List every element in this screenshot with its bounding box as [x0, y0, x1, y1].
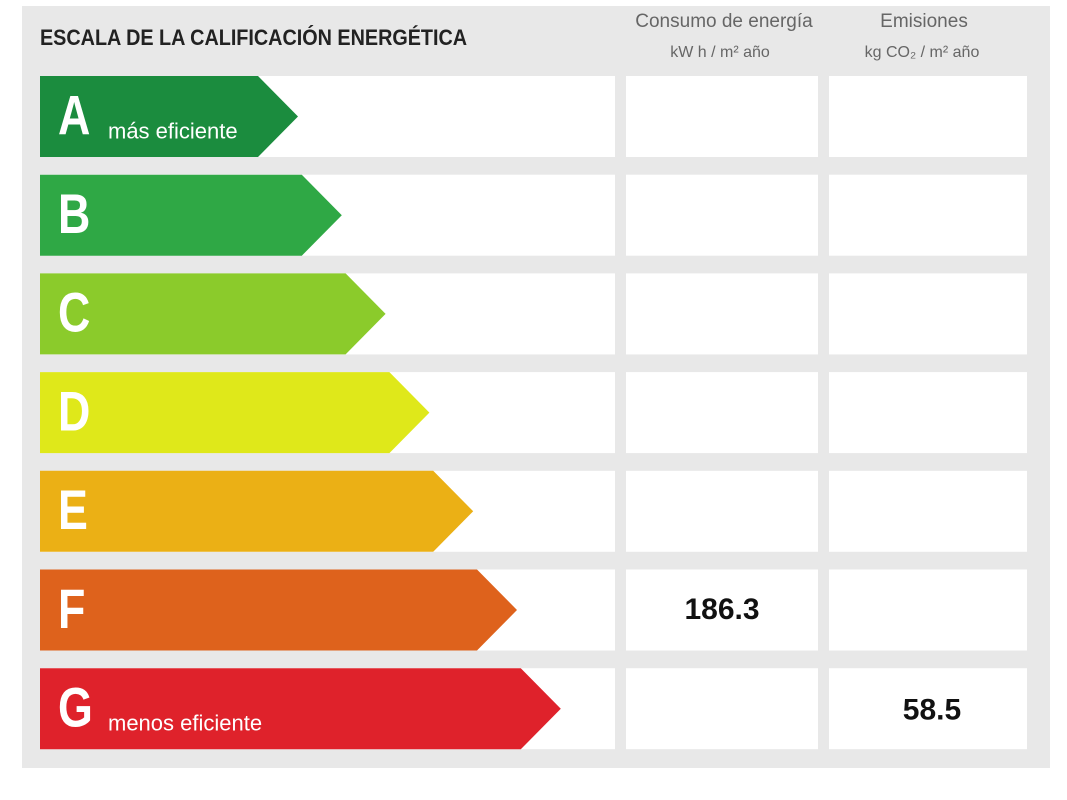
rating-arrow [40, 273, 386, 355]
column-unit: kW h / m² año [670, 44, 770, 61]
rating-letter: A [58, 83, 90, 146]
rating-label: más eficiente [108, 118, 238, 143]
emissions-cell [829, 174, 1027, 256]
rating-letter: G [58, 676, 93, 739]
rating-letter: B [58, 182, 90, 245]
emissions-cell [829, 668, 1027, 750]
emissions-cell [829, 76, 1027, 157]
rating-letter: D [58, 380, 90, 443]
emissions-cell [829, 273, 1027, 355]
rating-arrow [40, 470, 474, 552]
emissions-cell [829, 569, 1027, 651]
rating-letter: F [58, 577, 85, 640]
title: ESCALA DE LA CALIFICACIÓN ENERGÉTICA [40, 25, 467, 50]
column-header: Emisiones [880, 11, 968, 32]
consumption-value: 186.3 [684, 593, 759, 626]
rating-letter: E [58, 478, 88, 541]
consumption-cell [626, 273, 818, 355]
column-unit: kg CO₂ / m² año [865, 44, 980, 61]
consumption-cell [626, 470, 818, 552]
rating-arrow [40, 372, 430, 454]
rating-arrow [40, 668, 561, 750]
rating-label: menos eficiente [108, 711, 262, 736]
column-header: Consumo de energía [635, 11, 813, 32]
consumption-cell [626, 372, 818, 454]
rating-arrow [40, 174, 342, 256]
emissions-value: 58.5 [903, 694, 961, 727]
rating-arrow [40, 569, 517, 651]
consumption-cell [626, 668, 818, 750]
rating-letter: C [58, 281, 90, 344]
consumption-cell [626, 76, 818, 157]
consumption-cell [626, 569, 818, 651]
emissions-cell [829, 470, 1027, 552]
consumption-cell [626, 174, 818, 256]
rating-arrow [40, 76, 298, 157]
emissions-cell [829, 372, 1027, 454]
